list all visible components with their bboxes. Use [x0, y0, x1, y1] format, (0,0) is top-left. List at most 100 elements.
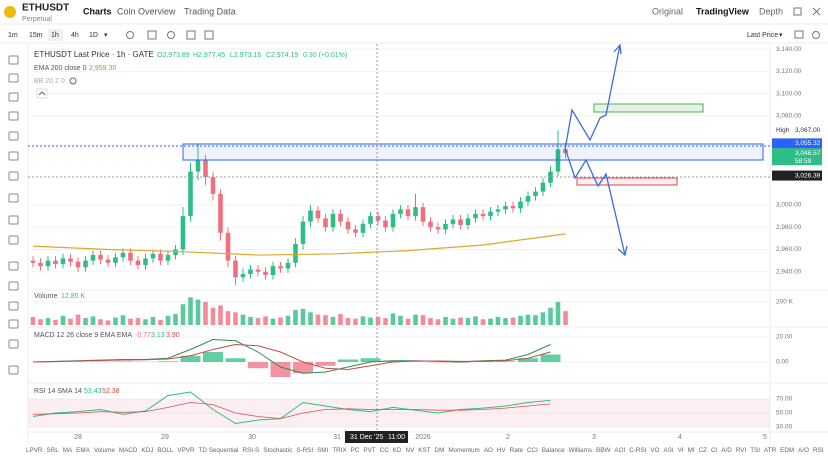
indicator[interactable]: Williams — [568, 446, 593, 454]
indicator[interactable]: MA — [62, 446, 73, 454]
indicator[interactable]: S-RSI — [296, 446, 314, 454]
indicator[interactable]: Momentum — [448, 446, 480, 454]
tab[interactable]: Trading Data — [184, 6, 236, 16]
tab[interactable]: Coin Overview — [117, 6, 176, 16]
tool-icon[interactable] — [8, 319, 19, 329]
indicator[interactable]: AOI — [614, 446, 626, 454]
indicator[interactable]: MI — [687, 446, 695, 454]
interval[interactable]: 15m — [29, 32, 43, 39]
volume-bar — [150, 316, 156, 325]
tab[interactable]: Charts — [83, 6, 112, 16]
price-source[interactable]: Last Price — [747, 32, 778, 39]
indicator[interactable]: Balance — [541, 446, 565, 454]
tool-icon[interactable] — [8, 55, 19, 65]
indicator[interactable]: VPVR — [177, 446, 195, 454]
indicator[interactable]: BOLL — [157, 446, 174, 454]
tool-icon[interactable] — [8, 235, 19, 245]
indicator[interactable]: PVT — [363, 446, 376, 454]
eye-icon[interactable] — [69, 77, 77, 85]
tool-icon[interactable] — [8, 111, 19, 121]
indicator[interactable]: VO — [650, 446, 660, 454]
indicator[interactable]: KD — [392, 446, 402, 454]
indicator[interactable]: RSI — [813, 446, 824, 454]
collapse-btn[interactable] — [36, 88, 48, 99]
indicator[interactable]: CC — [379, 446, 389, 454]
view-option[interactable]: Depth — [759, 6, 783, 16]
indicator[interactable]: TRIX — [332, 446, 347, 454]
candle-body — [315, 210, 321, 219]
tool-icon[interactable] — [204, 30, 214, 40]
indicator[interactable]: KDJ — [141, 446, 154, 454]
interval[interactable]: 1D — [89, 32, 98, 39]
indicator[interactable]: CZ — [698, 446, 708, 454]
tool-icon[interactable] — [8, 215, 19, 225]
indicator[interactable]: Volume — [93, 446, 115, 454]
stop-box[interactable] — [576, 177, 678, 186]
projection-down[interactable] — [564, 147, 626, 256]
indicator[interactable]: A/D — [721, 446, 732, 454]
projection-up[interactable] — [564, 44, 621, 151]
indicator[interactable]: HV — [496, 446, 506, 454]
tool-icon[interactable] — [8, 151, 19, 161]
volume-bar — [375, 316, 381, 325]
close-icon[interactable] — [812, 7, 821, 16]
tool-icon[interactable] — [8, 261, 19, 271]
indicator[interactable]: C-RSI — [629, 446, 647, 454]
view-option[interactable]: Original — [652, 6, 683, 16]
tool-icon[interactable] — [8, 301, 19, 311]
expand-icon[interactable] — [793, 7, 802, 16]
indicator[interactable]: MACD — [118, 446, 138, 454]
tool-icon[interactable] — [8, 193, 19, 203]
indicator[interactable]: SMI — [317, 446, 329, 454]
indicator[interactable]: KST — [418, 446, 431, 454]
tool-icon[interactable] — [147, 30, 157, 40]
view-option[interactable]: TradingView — [696, 6, 750, 16]
indicator[interactable]: RSI-S — [242, 446, 260, 454]
interval[interactable]: 1h — [51, 32, 59, 39]
candle-body — [495, 209, 501, 212]
dropdown-caret[interactable]: ▾ — [104, 32, 108, 39]
indicator[interactable]: PC — [350, 446, 360, 454]
indicator[interactable]: SRL — [46, 446, 59, 454]
indicator[interactable]: CI — [711, 446, 718, 454]
interval[interactable]: 1m — [8, 32, 18, 39]
indicator[interactable]: Stochastic — [263, 446, 293, 454]
macd-histogram-bar — [383, 360, 403, 362]
candle-body — [120, 252, 126, 258]
camera-icon[interactable] — [794, 30, 804, 39]
indicator[interactable]: ASI — [663, 446, 674, 454]
interval[interactable]: 4h — [71, 32, 79, 39]
indicator[interactable]: TD Sequential — [198, 446, 239, 454]
drawn-box[interactable] — [182, 143, 764, 161]
dropdown-caret[interactable]: ▾ — [779, 32, 783, 39]
tool-icon[interactable] — [8, 339, 19, 349]
indicator[interactable]: DM — [434, 446, 445, 454]
candle-body — [465, 218, 471, 225]
indicator[interactable]: Rate — [509, 446, 523, 454]
indicator[interactable]: BBW — [596, 446, 611, 454]
tool-icon[interactable] — [8, 365, 19, 375]
indicator[interactable]: LPVR — [26, 446, 43, 454]
tool-icon[interactable] — [8, 73, 19, 83]
indicator[interactable]: AO — [483, 446, 493, 454]
indicator[interactable]: EDM — [780, 446, 795, 454]
indicator[interactable]: ATR — [764, 446, 777, 454]
indicator[interactable]: RVI — [735, 446, 747, 454]
symbol[interactable]: ETHUSDT — [22, 3, 69, 14]
indicator[interactable]: CCI — [526, 446, 538, 454]
tool-icon[interactable] — [186, 30, 196, 40]
indicator[interactable]: NV — [405, 446, 415, 454]
tool-icon[interactable] — [8, 92, 19, 102]
tool-icon[interactable] — [8, 171, 19, 181]
indicator[interactable]: EMA — [76, 446, 90, 454]
indicator[interactable]: TSI — [750, 446, 761, 454]
candle-body — [345, 221, 351, 230]
tool-icon[interactable] — [8, 131, 19, 141]
indicator[interactable]: A/O — [798, 446, 810, 454]
tool-icon[interactable] — [8, 281, 19, 291]
indicator[interactable]: VI — [677, 446, 684, 454]
target-box[interactable] — [593, 103, 704, 113]
tool-icon[interactable] — [126, 31, 134, 39]
tool-icon[interactable] — [167, 31, 175, 39]
settings-icon[interactable] — [812, 31, 820, 39]
